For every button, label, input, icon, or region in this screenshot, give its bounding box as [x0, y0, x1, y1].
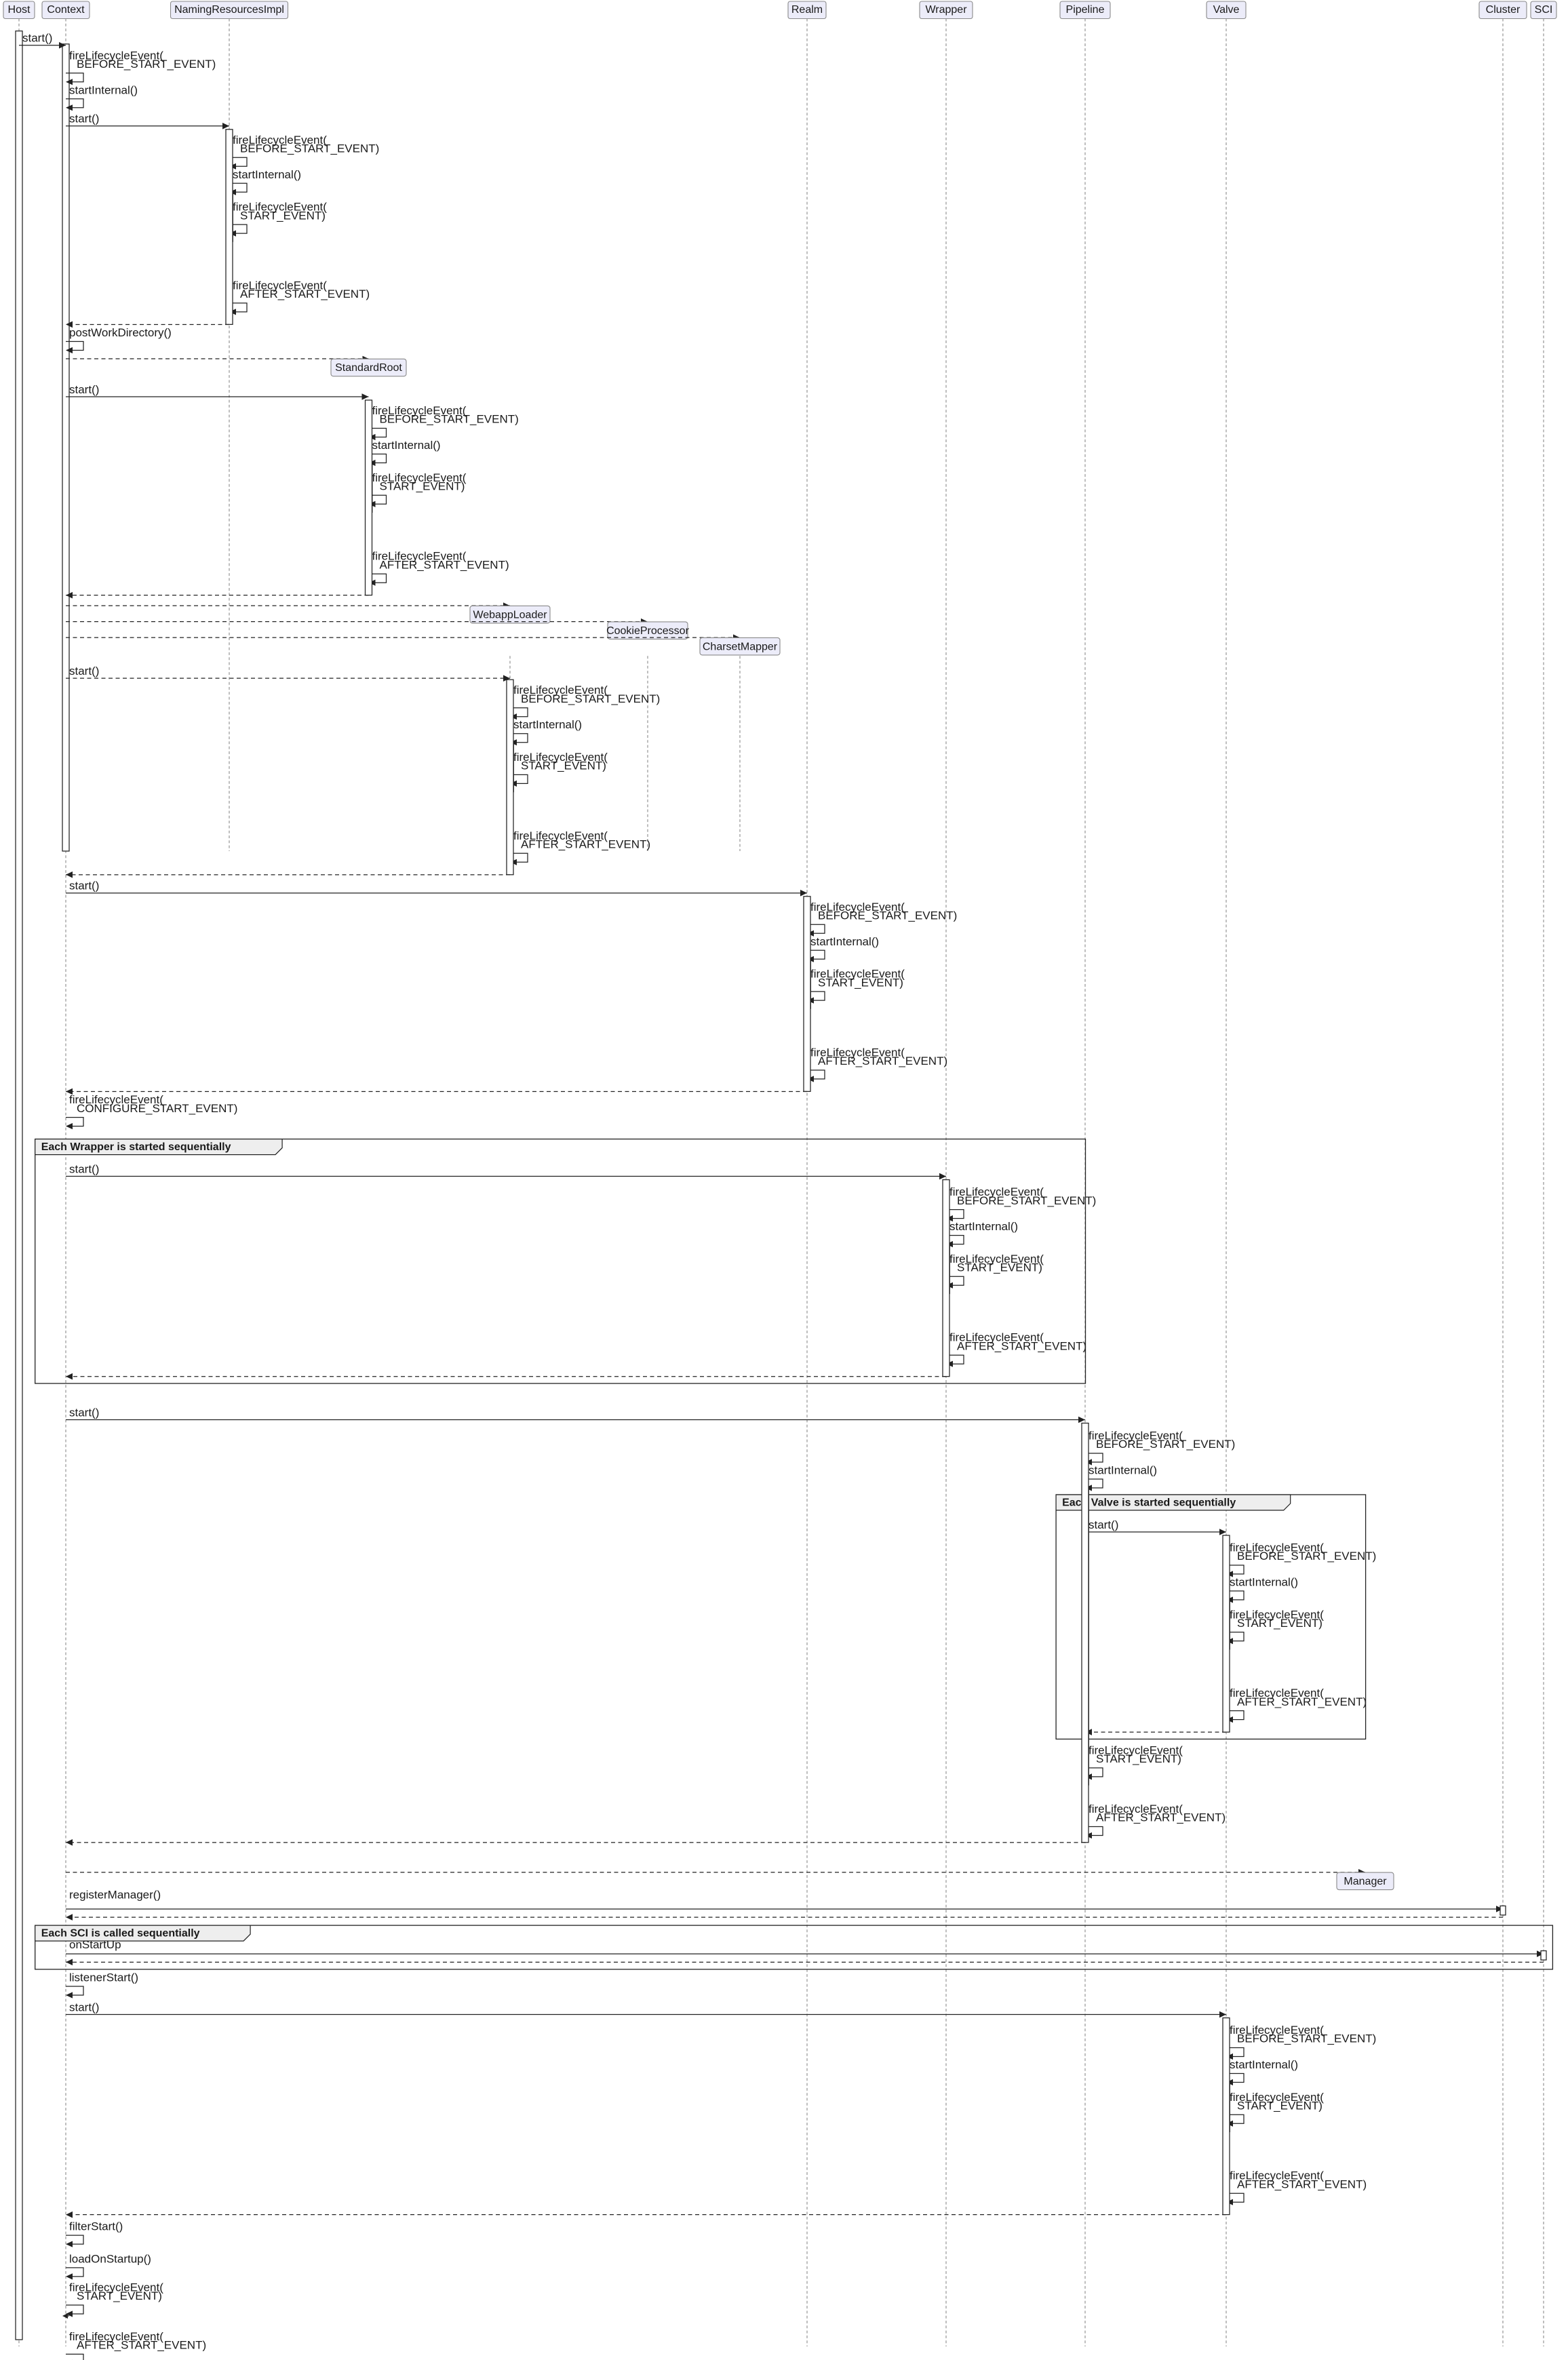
svg-text:AFTER_START_EVENT): AFTER_START_EVENT): [1237, 2178, 1367, 2190]
svg-text:start(): start(): [22, 32, 52, 45]
svg-text:START_EVENT): START_EVENT): [818, 976, 903, 989]
svg-text:BEFORE_START_EVENT): BEFORE_START_EVENT): [1237, 2032, 1376, 2045]
svg-text:Cluster: Cluster: [1486, 4, 1521, 16]
svg-text:startInternal(): startInternal(): [949, 1220, 1018, 1233]
svg-text:SCI: SCI: [1535, 4, 1553, 16]
svg-text:registerManager(): registerManager(): [69, 1888, 161, 1901]
svg-text:start(): start(): [69, 383, 99, 396]
svg-text:Valve: Valve: [1213, 4, 1240, 16]
svg-text:Context: Context: [47, 4, 85, 16]
svg-text:StandardRoot: StandardRoot: [335, 362, 402, 374]
svg-text:START_EVENT): START_EVENT): [1096, 1752, 1181, 1765]
svg-text:CookieProcessor: CookieProcessor: [606, 625, 690, 637]
svg-text:filterStart(): filterStart(): [69, 2220, 123, 2233]
svg-text:start(): start(): [69, 2001, 99, 2013]
svg-text:BEFORE_START_EVENT): BEFORE_START_EVENT): [818, 909, 957, 922]
svg-text:startInternal(): startInternal(): [1230, 1576, 1298, 1589]
svg-text:BEFORE_START_EVENT): BEFORE_START_EVENT): [1237, 1550, 1376, 1562]
svg-text:Host: Host: [8, 4, 31, 16]
svg-text:startInternal(): startInternal(): [810, 935, 879, 948]
svg-text:listenerStart(): listenerStart(): [69, 1971, 138, 1984]
svg-text:Pipeline: Pipeline: [1066, 4, 1105, 16]
svg-text:loadOnStartup(): loadOnStartup(): [69, 2252, 151, 2265]
svg-text:AFTER_START_EVENT): AFTER_START_EVENT): [1096, 1811, 1226, 1824]
svg-text:AFTER_START_EVENT): AFTER_START_EVENT): [957, 1339, 1086, 1352]
svg-text:AFTER_START_EVENT): AFTER_START_EVENT): [380, 558, 509, 571]
svg-text:BEFORE_START_EVENT): BEFORE_START_EVENT): [957, 1194, 1096, 1207]
svg-text:BEFORE_START_EVENT): BEFORE_START_EVENT): [1096, 1438, 1235, 1451]
svg-text:start(): start(): [1089, 1518, 1118, 1531]
svg-text:postWorkDirectory(): postWorkDirectory(): [69, 326, 172, 339]
svg-text:onStartUp: onStartUp: [69, 1938, 121, 1951]
svg-text:startInternal(): startInternal(): [513, 718, 582, 731]
svg-text:startInternal(): startInternal(): [1230, 2058, 1298, 2071]
svg-text:start(): start(): [69, 1162, 99, 1175]
svg-text:WebappLoader: WebappLoader: [473, 609, 547, 621]
svg-text:start(): start(): [69, 880, 99, 892]
svg-text:START_EVENT): START_EVENT): [380, 480, 465, 493]
svg-text:START_EVENT): START_EVENT): [1237, 2100, 1322, 2112]
svg-text:BEFORE_START_EVENT): BEFORE_START_EVENT): [77, 58, 216, 71]
svg-text:startInternal(): startInternal(): [1089, 1464, 1157, 1477]
svg-text:START_EVENT): START_EVENT): [1237, 1617, 1322, 1630]
svg-text:AFTER_START_EVENT): AFTER_START_EVENT): [240, 288, 370, 300]
svg-text:Wrapper: Wrapper: [925, 4, 967, 16]
svg-text:Realm: Realm: [791, 4, 823, 16]
svg-text:START_EVENT): START_EVENT): [521, 760, 606, 772]
svg-text:START_EVENT): START_EVENT): [957, 1261, 1042, 1274]
svg-text:Manager: Manager: [1344, 1876, 1387, 1887]
svg-text:CharsetMapper: CharsetMapper: [703, 641, 778, 652]
svg-text:Each Wrapper is started sequen: Each Wrapper is started sequentially: [41, 1141, 231, 1153]
svg-text:BEFORE_START_EVENT): BEFORE_START_EVENT): [380, 413, 519, 426]
svg-text:start(): start(): [69, 1406, 99, 1419]
svg-text:BEFORE_START_EVENT): BEFORE_START_EVENT): [240, 142, 379, 155]
svg-text:BEFORE_START_EVENT): BEFORE_START_EVENT): [521, 692, 660, 705]
svg-text:START_EVENT): START_EVENT): [77, 2289, 162, 2302]
svg-text:AFTER_START_EVENT): AFTER_START_EVENT): [77, 2339, 206, 2352]
svg-text:CONFIGURE_START_EVENT): CONFIGURE_START_EVENT): [77, 1102, 237, 1115]
svg-text:start(): start(): [69, 113, 99, 125]
svg-text:AFTER_START_EVENT): AFTER_START_EVENT): [818, 1055, 947, 1067]
svg-text:START_EVENT): START_EVENT): [240, 209, 326, 222]
svg-text:NamingResourcesImpl: NamingResourcesImpl: [174, 4, 284, 16]
svg-text:AFTER_START_EVENT): AFTER_START_EVENT): [1237, 1695, 1367, 1708]
svg-text:AFTER_START_EVENT): AFTER_START_EVENT): [521, 838, 650, 851]
svg-text:startInternal(): startInternal(): [69, 83, 138, 96]
svg-text:startInternal(): startInternal(): [372, 439, 441, 452]
svg-text:start(): start(): [69, 665, 99, 677]
svg-text:startInternal(): startInternal(): [233, 168, 301, 181]
svg-text:Each SCI is called sequentiall: Each SCI is called sequentially: [41, 1928, 200, 1940]
